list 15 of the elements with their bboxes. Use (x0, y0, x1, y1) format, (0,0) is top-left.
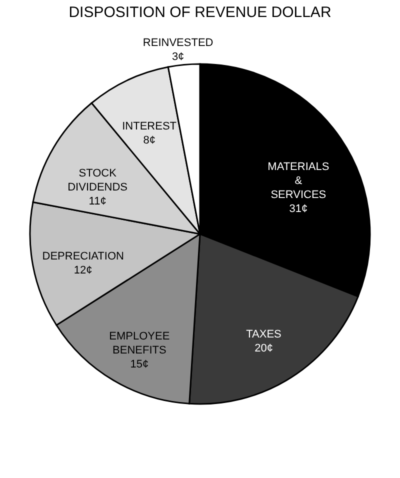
slice-label: DEPRECIATION (42, 250, 124, 262)
slice-label: MATERIALS & SERVICES (268, 161, 330, 202)
data-label: 8¢ (143, 134, 156, 146)
slice-label: STOCK DIVIDENDS (68, 167, 128, 194)
slice-label: INTEREST (122, 120, 177, 132)
slice-label: TAXES (246, 328, 282, 340)
data-label: 31¢ (289, 203, 308, 216)
data-label: 3¢ (172, 50, 184, 63)
chart-title: DISPOSITION OF REVENUE DOLLAR (68, 4, 332, 21)
data-label: 20¢ (254, 342, 273, 354)
data-label: 11¢ (88, 195, 106, 208)
slice-label: REINVESTED (142, 36, 214, 49)
slice-label: EMPLOYEE BENEFITS (109, 330, 170, 356)
data-label: 12¢ (74, 264, 92, 276)
data-label: 15¢ (130, 358, 149, 370)
